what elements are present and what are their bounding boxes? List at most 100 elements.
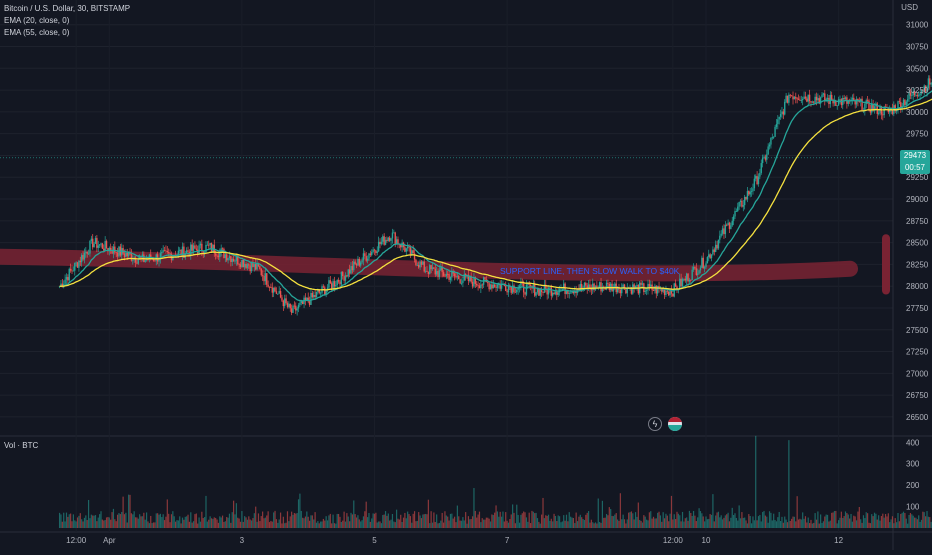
- volume-bar: [897, 513, 898, 528]
- volume-bar: [225, 521, 226, 528]
- volume-bar: [689, 511, 690, 528]
- volume-bar: [454, 517, 455, 528]
- candle-body: [821, 95, 822, 98]
- volume-bar: [863, 515, 864, 528]
- volume-bar: [855, 516, 856, 528]
- legend-ema20[interactable]: EMA (20, close, 0): [4, 15, 130, 27]
- volume-bar: [95, 515, 96, 528]
- volume-bar: [582, 519, 583, 528]
- volume-bar: [113, 509, 114, 528]
- volume-bar: [368, 513, 369, 528]
- us-flag-icon[interactable]: [668, 417, 682, 431]
- candle-body: [772, 137, 773, 138]
- candle-body: [269, 287, 270, 288]
- last-price-badge: 29473 00:57: [900, 150, 930, 174]
- volume-bar: [732, 508, 733, 528]
- volume-bar: [537, 518, 538, 528]
- volume-bar: [147, 521, 148, 528]
- candle-body: [638, 285, 639, 293]
- candle-body: [838, 99, 839, 105]
- volume-bar: [76, 521, 77, 528]
- volume-bar: [910, 513, 911, 528]
- volume-bar: [884, 518, 885, 528]
- candle-body: [169, 253, 170, 254]
- legend-symbol[interactable]: Bitcoin / U.S. Dollar, 30, BITSTAMP: [4, 3, 130, 15]
- volume-bar: [877, 520, 878, 528]
- volume-bar: [216, 520, 217, 528]
- volume-bar: [218, 523, 219, 528]
- volume-bar: [255, 507, 256, 528]
- volume-bar: [792, 517, 793, 528]
- volume-bar: [913, 516, 914, 528]
- volume-bar: [573, 518, 574, 528]
- volume-bar: [504, 521, 505, 528]
- candle-body: [66, 277, 67, 280]
- lightning-icon[interactable]: ϟ: [648, 417, 662, 431]
- volume-bar: [236, 503, 237, 528]
- volume-bar: [290, 516, 291, 528]
- candle-body: [484, 277, 485, 279]
- volume-bar: [907, 524, 908, 528]
- candle-body: [524, 292, 525, 294]
- volume-bar: [232, 512, 233, 528]
- candle-body: [472, 282, 473, 287]
- candle-body: [774, 127, 775, 137]
- price-tick-label: 30750: [906, 43, 929, 52]
- candle-body: [501, 284, 502, 288]
- volume-bar: [234, 514, 235, 528]
- volume-bar: [926, 511, 927, 528]
- volume-bar: [715, 515, 716, 528]
- volume-title[interactable]: Vol · BTC: [4, 441, 38, 450]
- legend-ema55[interactable]: EMA (55, close, 0): [4, 27, 130, 39]
- volume-bar: [198, 517, 199, 528]
- candle-body: [319, 290, 320, 292]
- volume-bar: [600, 523, 601, 528]
- volume-bar: [364, 511, 365, 528]
- candle-body: [593, 284, 594, 290]
- volume-bar: [342, 521, 343, 528]
- volume-bar: [447, 517, 448, 528]
- volume-bar: [875, 514, 876, 528]
- volume-bar: [80, 513, 81, 528]
- candle-body: [459, 279, 460, 283]
- volume-bar: [308, 517, 309, 528]
- time-tick-label: 12: [834, 536, 843, 545]
- volume-bar: [654, 519, 655, 528]
- volume-bar: [860, 519, 861, 528]
- candle-body: [187, 250, 188, 251]
- volume-bar: [607, 515, 608, 528]
- candle-body: [798, 99, 799, 100]
- candle-body: [791, 95, 792, 96]
- legend: Bitcoin / U.S. Dollar, 30, BITSTAMP EMA …: [4, 3, 130, 39]
- candle-body: [390, 238, 391, 240]
- volume-bar: [552, 521, 553, 528]
- volume-bar: [924, 512, 925, 528]
- volume-bar: [328, 515, 329, 528]
- volume-bar: [835, 511, 836, 528]
- volume-bar: [98, 518, 99, 528]
- volume-bar: [400, 515, 401, 528]
- time-tick-label: 7: [505, 536, 510, 545]
- candle-body: [132, 260, 133, 261]
- volume-bar: [466, 524, 467, 528]
- candle-body: [421, 262, 422, 265]
- volume-bar: [616, 513, 617, 528]
- volume-bar: [806, 523, 807, 528]
- volume-bar: [623, 515, 624, 528]
- candle-body: [382, 236, 383, 241]
- candle-body: [349, 269, 350, 273]
- volume-bar: [563, 515, 564, 528]
- volume-bar: [558, 515, 559, 528]
- volume-bar: [759, 515, 760, 528]
- volume-bar: [805, 516, 806, 528]
- candle-body: [790, 95, 791, 96]
- candle-body: [222, 248, 223, 249]
- volume-bar: [160, 514, 161, 528]
- volume-bar: [787, 522, 788, 528]
- candle-body: [337, 280, 338, 285]
- candle-body: [396, 239, 397, 244]
- candle-body: [386, 240, 387, 241]
- volume-bar: [214, 517, 215, 528]
